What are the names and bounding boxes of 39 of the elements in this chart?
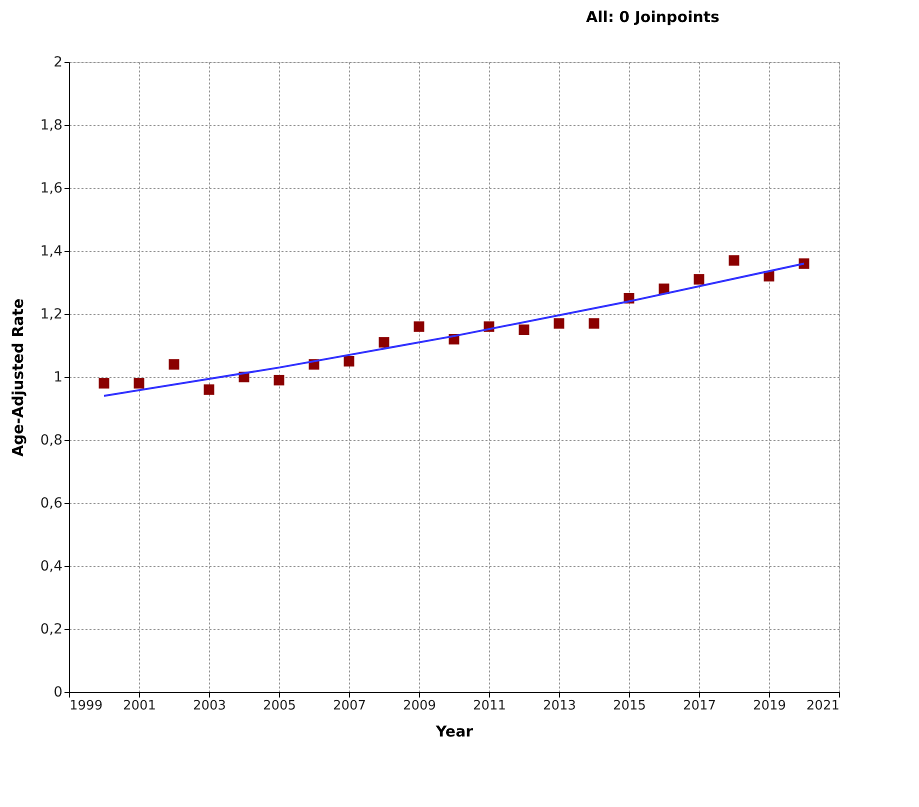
y-tick-label: 0,8 [40,432,62,448]
y-tick-label: 1,4 [40,244,63,260]
y-tick-label: 1,2 [40,306,62,322]
point [518,324,530,335]
x-axis-title: Year [434,722,474,740]
x-tick-label: 2003 [192,698,226,714]
x-tick-label: 2015 [612,698,646,714]
x-tick-label: 2019 [752,698,786,714]
point [694,274,704,285]
x-tick-label: 2013 [542,698,576,714]
point [134,378,144,389]
y-tick-label: 1,8 [40,118,62,134]
point [414,321,424,332]
point [344,356,354,366]
point [728,255,740,266]
y-axis-title: Age-Adjusted Rate [9,298,28,457]
x-tick-label: 2021 [806,698,840,714]
chart-title: All: 0 Joinpoints [586,8,720,26]
y-tick-label: 0 [54,684,62,700]
x-tick-label: 2007 [332,698,366,714]
x-tick-label: 2017 [682,698,716,714]
y-tick-label: 1 [54,370,62,386]
x-tick-label: 2009 [402,698,436,714]
x-tick-label: 2005 [262,698,296,714]
point [98,378,110,389]
point [274,374,284,386]
y-tick-label: 0,6 [40,496,63,512]
x-tick-label: 2011 [472,698,506,714]
y-tick-label: 0,2 [40,622,62,638]
point [378,337,390,348]
point [204,384,214,395]
x-tick-label: 2001 [122,698,156,714]
point [168,359,180,370]
x-tick-label: 1999 [70,698,103,714]
point [588,318,600,329]
y-tick-label: 1,6 [40,180,63,196]
y-tick-label: 0,4 [40,558,63,574]
y-tick-label: 2 [54,54,62,70]
point [554,318,564,329]
